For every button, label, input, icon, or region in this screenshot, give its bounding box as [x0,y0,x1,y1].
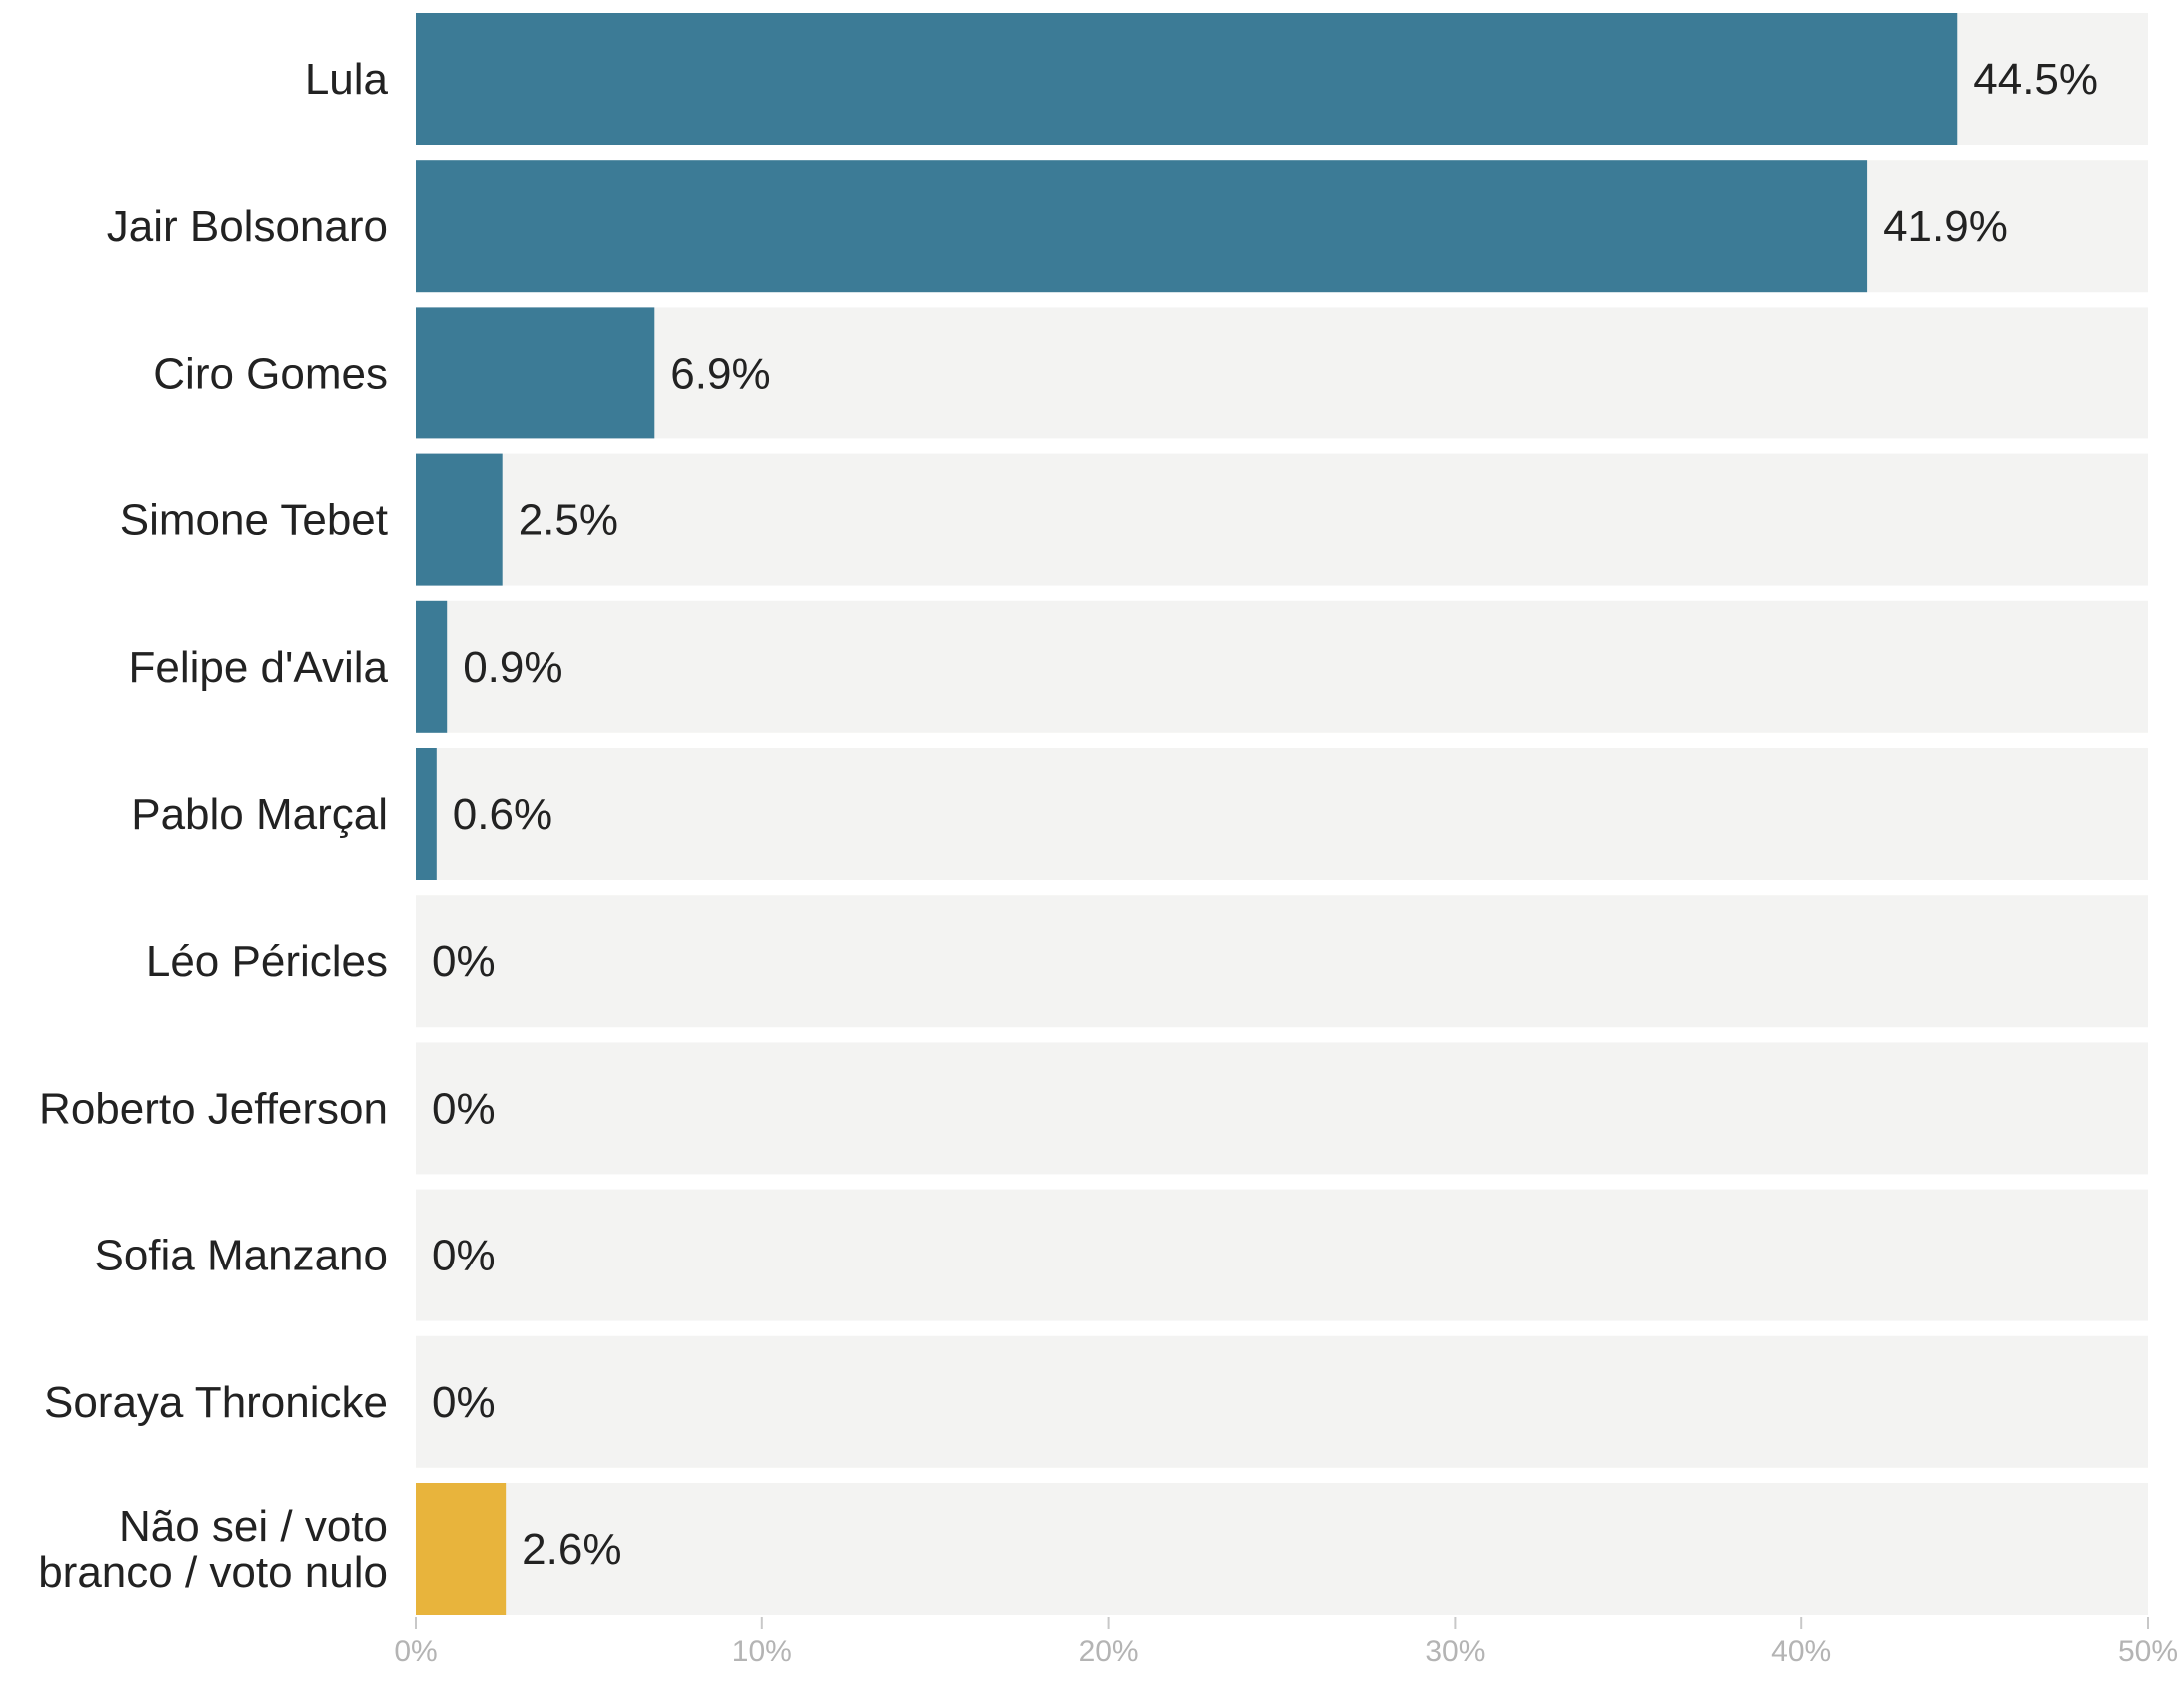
bar [416,748,437,880]
bar [416,1483,507,1615]
category-label: Jair Bolsonaro [107,202,388,251]
x-tick-label: 30% [1425,1635,1485,1668]
category-label: Léo Péricles [146,937,388,986]
bar [416,160,1868,293]
x-tick-label: 0% [394,1635,437,1668]
bar-track [416,600,2148,733]
category-label: Lula [305,55,389,104]
value-labels: 44.5% 41.9% 6.9% 2.5% 0.9% 0.6% 0% 0% 0% 0% 2.6% [432,55,2098,1574]
value-label: 2.5% [519,496,618,545]
category-labels: Lula Jair Bolsonaro Ciro Gomes Simone Tebet… [38,55,388,1597]
value-label: 0.9% [463,643,562,692]
bar-track [416,895,2148,1028]
bar-track [416,1042,2148,1175]
value-label: 0% [432,1378,496,1427]
value-label: 0% [432,1084,496,1133]
bar-track [416,748,2148,880]
bar [416,600,448,733]
bar [416,13,1958,145]
value-label: 0.6% [453,790,552,839]
bar-track [416,1335,2148,1468]
bar-track [416,1483,2148,1615]
category-label: Simone Tebet [120,496,388,545]
x-tick-label: 40% [1771,1635,1831,1668]
x-tick-label: 10% [732,1635,792,1668]
value-label: 41.9% [1883,202,2008,251]
bars [416,13,1958,1615]
value-label: 0% [432,1232,496,1280]
category-label: Soraya Thronicke [44,1378,388,1427]
x-axis: 0% 10% 20% 30% 40% 50% [394,1617,2178,1668]
value-label: 2.6% [522,1525,621,1574]
value-label: 44.5% [1973,55,2098,104]
category-label: Sofia Manzano [94,1232,388,1280]
bar-track [416,453,2148,586]
bar-track [416,307,2148,439]
bar [416,307,655,439]
x-tick-label: 50% [2118,1635,2178,1668]
bar-track [416,1189,2148,1321]
x-tick-label: 20% [1079,1635,1139,1668]
category-label: Ciro Gomes [153,349,388,398]
category-label: Não sei / voto branco / voto nulo [38,1502,388,1597]
bar [416,453,503,586]
value-label: 0% [432,937,496,986]
category-label: Felipe d'Avila [128,643,388,692]
value-label: 6.9% [670,349,770,398]
category-label: Pablo Marçal [131,790,388,839]
category-label: Roberto Jefferson [39,1084,388,1133]
